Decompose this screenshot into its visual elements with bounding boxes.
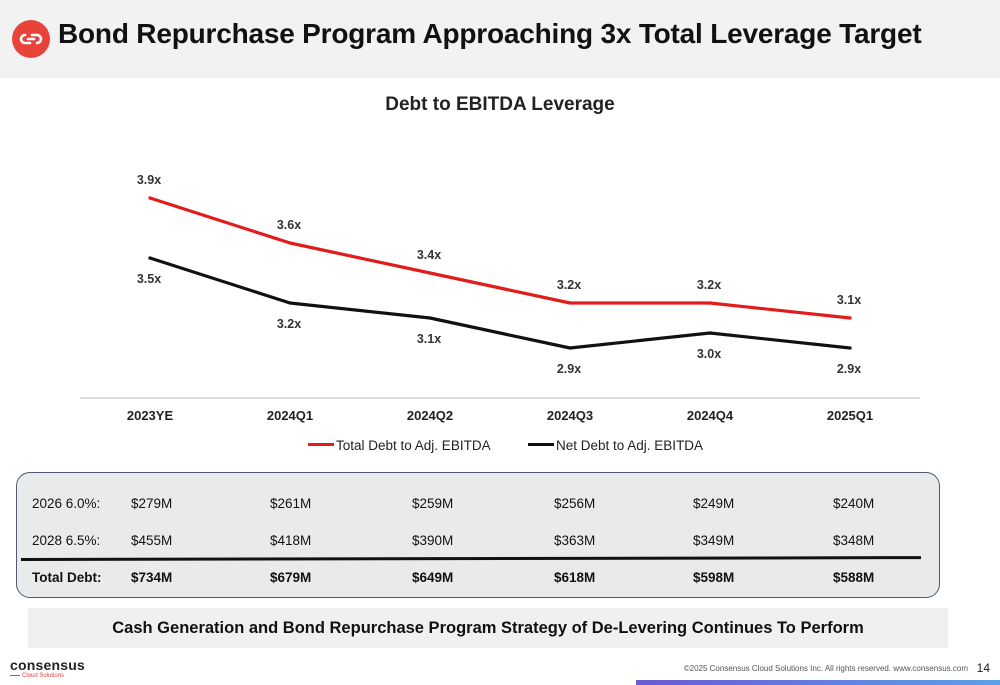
x-tick-label: 2024Q4 bbox=[687, 408, 734, 423]
data-point-total-debt bbox=[848, 316, 852, 320]
table-cell: $618M bbox=[554, 570, 596, 585]
data-point-net-debt bbox=[288, 301, 292, 305]
series-line-net-debt bbox=[148, 256, 852, 350]
data-label-total-debt: 3.9x bbox=[137, 173, 161, 187]
legend-item-net-debt: Net Debt to Adj. EBITDA bbox=[528, 438, 703, 453]
x-tick-label: 2024Q2 bbox=[407, 408, 453, 423]
footer-logo: consensus Cloud Solutions bbox=[10, 658, 85, 680]
table-cell: $418M bbox=[270, 533, 312, 548]
x-tick-label: 2024Q1 bbox=[267, 408, 313, 423]
chart-legend: Total Debt to Adj. EBITDA Net Debt to Ad… bbox=[0, 438, 1000, 456]
table-row: 2026 6.0%: $279M $261M $259M $256M $249M… bbox=[17, 496, 941, 516]
table-cell: $649M bbox=[412, 570, 454, 585]
data-point-net-debt bbox=[148, 256, 152, 260]
slide-header: Bond Repurchase Program Approaching 3x T… bbox=[0, 0, 1000, 78]
data-label-total-debt: 3.4x bbox=[417, 248, 441, 262]
data-label-total-debt: 3.1x bbox=[837, 293, 861, 307]
page-title: Bond Repurchase Program Approaching 3x T… bbox=[58, 18, 922, 49]
table-cell: $261M bbox=[270, 496, 312, 511]
data-point-net-debt bbox=[428, 316, 432, 320]
data-point-total-debt bbox=[428, 271, 432, 275]
data-label-total-debt: 3.6x bbox=[277, 218, 301, 232]
row-label: Total Debt: bbox=[32, 570, 102, 585]
data-label-net-debt: 3.5x bbox=[137, 272, 161, 286]
data-label-net-debt: 3.2x bbox=[277, 317, 301, 331]
table-cell: $455M bbox=[131, 533, 173, 548]
footer-brand: consensus bbox=[10, 657, 85, 673]
data-point-total-debt bbox=[148, 196, 152, 200]
leverage-line-chart: 2023YE 2024Q1 2024Q2 2024Q3 2024Q4 2025Q1 3.9x… bbox=[80, 173, 920, 423]
table-cell: $240M bbox=[833, 496, 875, 511]
table-cell: $348M bbox=[833, 533, 875, 548]
x-tick-label: 2025Q1 bbox=[827, 408, 873, 423]
total-divider-line bbox=[20, 556, 922, 561]
data-label-total-debt: 3.2x bbox=[557, 278, 581, 292]
legend-swatch-net-debt bbox=[528, 442, 554, 446]
data-point-net-debt bbox=[568, 346, 572, 350]
infinity-link-icon bbox=[19, 33, 43, 45]
company-logo bbox=[12, 20, 50, 58]
table-cell: $349M bbox=[693, 533, 735, 548]
data-label-total-debt: 3.2x bbox=[697, 278, 721, 292]
row-label: 2026 6.0%: bbox=[32, 496, 101, 511]
table-cell: $279M bbox=[131, 496, 173, 511]
chart-title: Debt to EBITDA Leverage bbox=[385, 94, 615, 115]
footer-brand-sub-text: Cloud Solutions bbox=[22, 673, 65, 679]
data-label-net-debt: 2.9x bbox=[557, 362, 581, 376]
table-cell: $679M bbox=[270, 570, 312, 585]
legend-item-total-debt: Total Debt to Adj. EBITDA bbox=[308, 438, 491, 453]
table-cell: $363M bbox=[554, 533, 596, 548]
table-cell: $249M bbox=[693, 496, 735, 511]
page-number: 14 bbox=[976, 661, 990, 675]
data-point-total-debt bbox=[288, 241, 292, 245]
row-label: 2028 6.5%: bbox=[32, 533, 101, 548]
data-point-net-debt bbox=[848, 346, 852, 350]
data-label-net-debt: 3.1x bbox=[417, 332, 441, 346]
table-cell: $588M bbox=[833, 570, 875, 585]
copyright-text: ©2025 Consensus Cloud Solutions Inc. All… bbox=[683, 664, 968, 673]
x-tick-label: 2023YE bbox=[127, 408, 174, 423]
table-cell: $259M bbox=[412, 496, 454, 511]
table-cell: $734M bbox=[131, 570, 173, 585]
data-point-total-debt bbox=[708, 301, 712, 305]
legend-swatch-total-debt bbox=[308, 442, 334, 446]
data-point-total-debt bbox=[568, 301, 572, 305]
takeaway-banner: Cash Generation and Bond Repurchase Prog… bbox=[28, 608, 948, 648]
data-point-net-debt bbox=[708, 331, 712, 335]
table-row: 2028 6.5%: $455M $418M $390M $363M $349M… bbox=[17, 533, 941, 553]
table-cell: $256M bbox=[554, 496, 596, 511]
legend-label-net-debt: Net Debt to Adj. EBITDA bbox=[556, 438, 704, 453]
x-tick-label: 2024Q3 bbox=[547, 408, 593, 423]
table-cell: $390M bbox=[412, 533, 454, 548]
footer-brand-sub: Cloud Solutions bbox=[10, 672, 85, 680]
data-label-net-debt: 2.9x bbox=[837, 362, 861, 376]
legend-label-total-debt: Total Debt to Adj. EBITDA bbox=[336, 438, 491, 453]
data-label-net-debt: 3.0x bbox=[697, 347, 721, 361]
table-cell: $598M bbox=[693, 570, 735, 585]
debt-summary-table: 2026 6.0%: $279M $261M $259M $256M $249M… bbox=[16, 472, 940, 598]
series-line-total-debt bbox=[148, 196, 852, 320]
table-row-total: Total Debt: $734M $679M $649M $618M $598… bbox=[17, 570, 941, 590]
footer-accent-bar bbox=[636, 680, 1000, 685]
